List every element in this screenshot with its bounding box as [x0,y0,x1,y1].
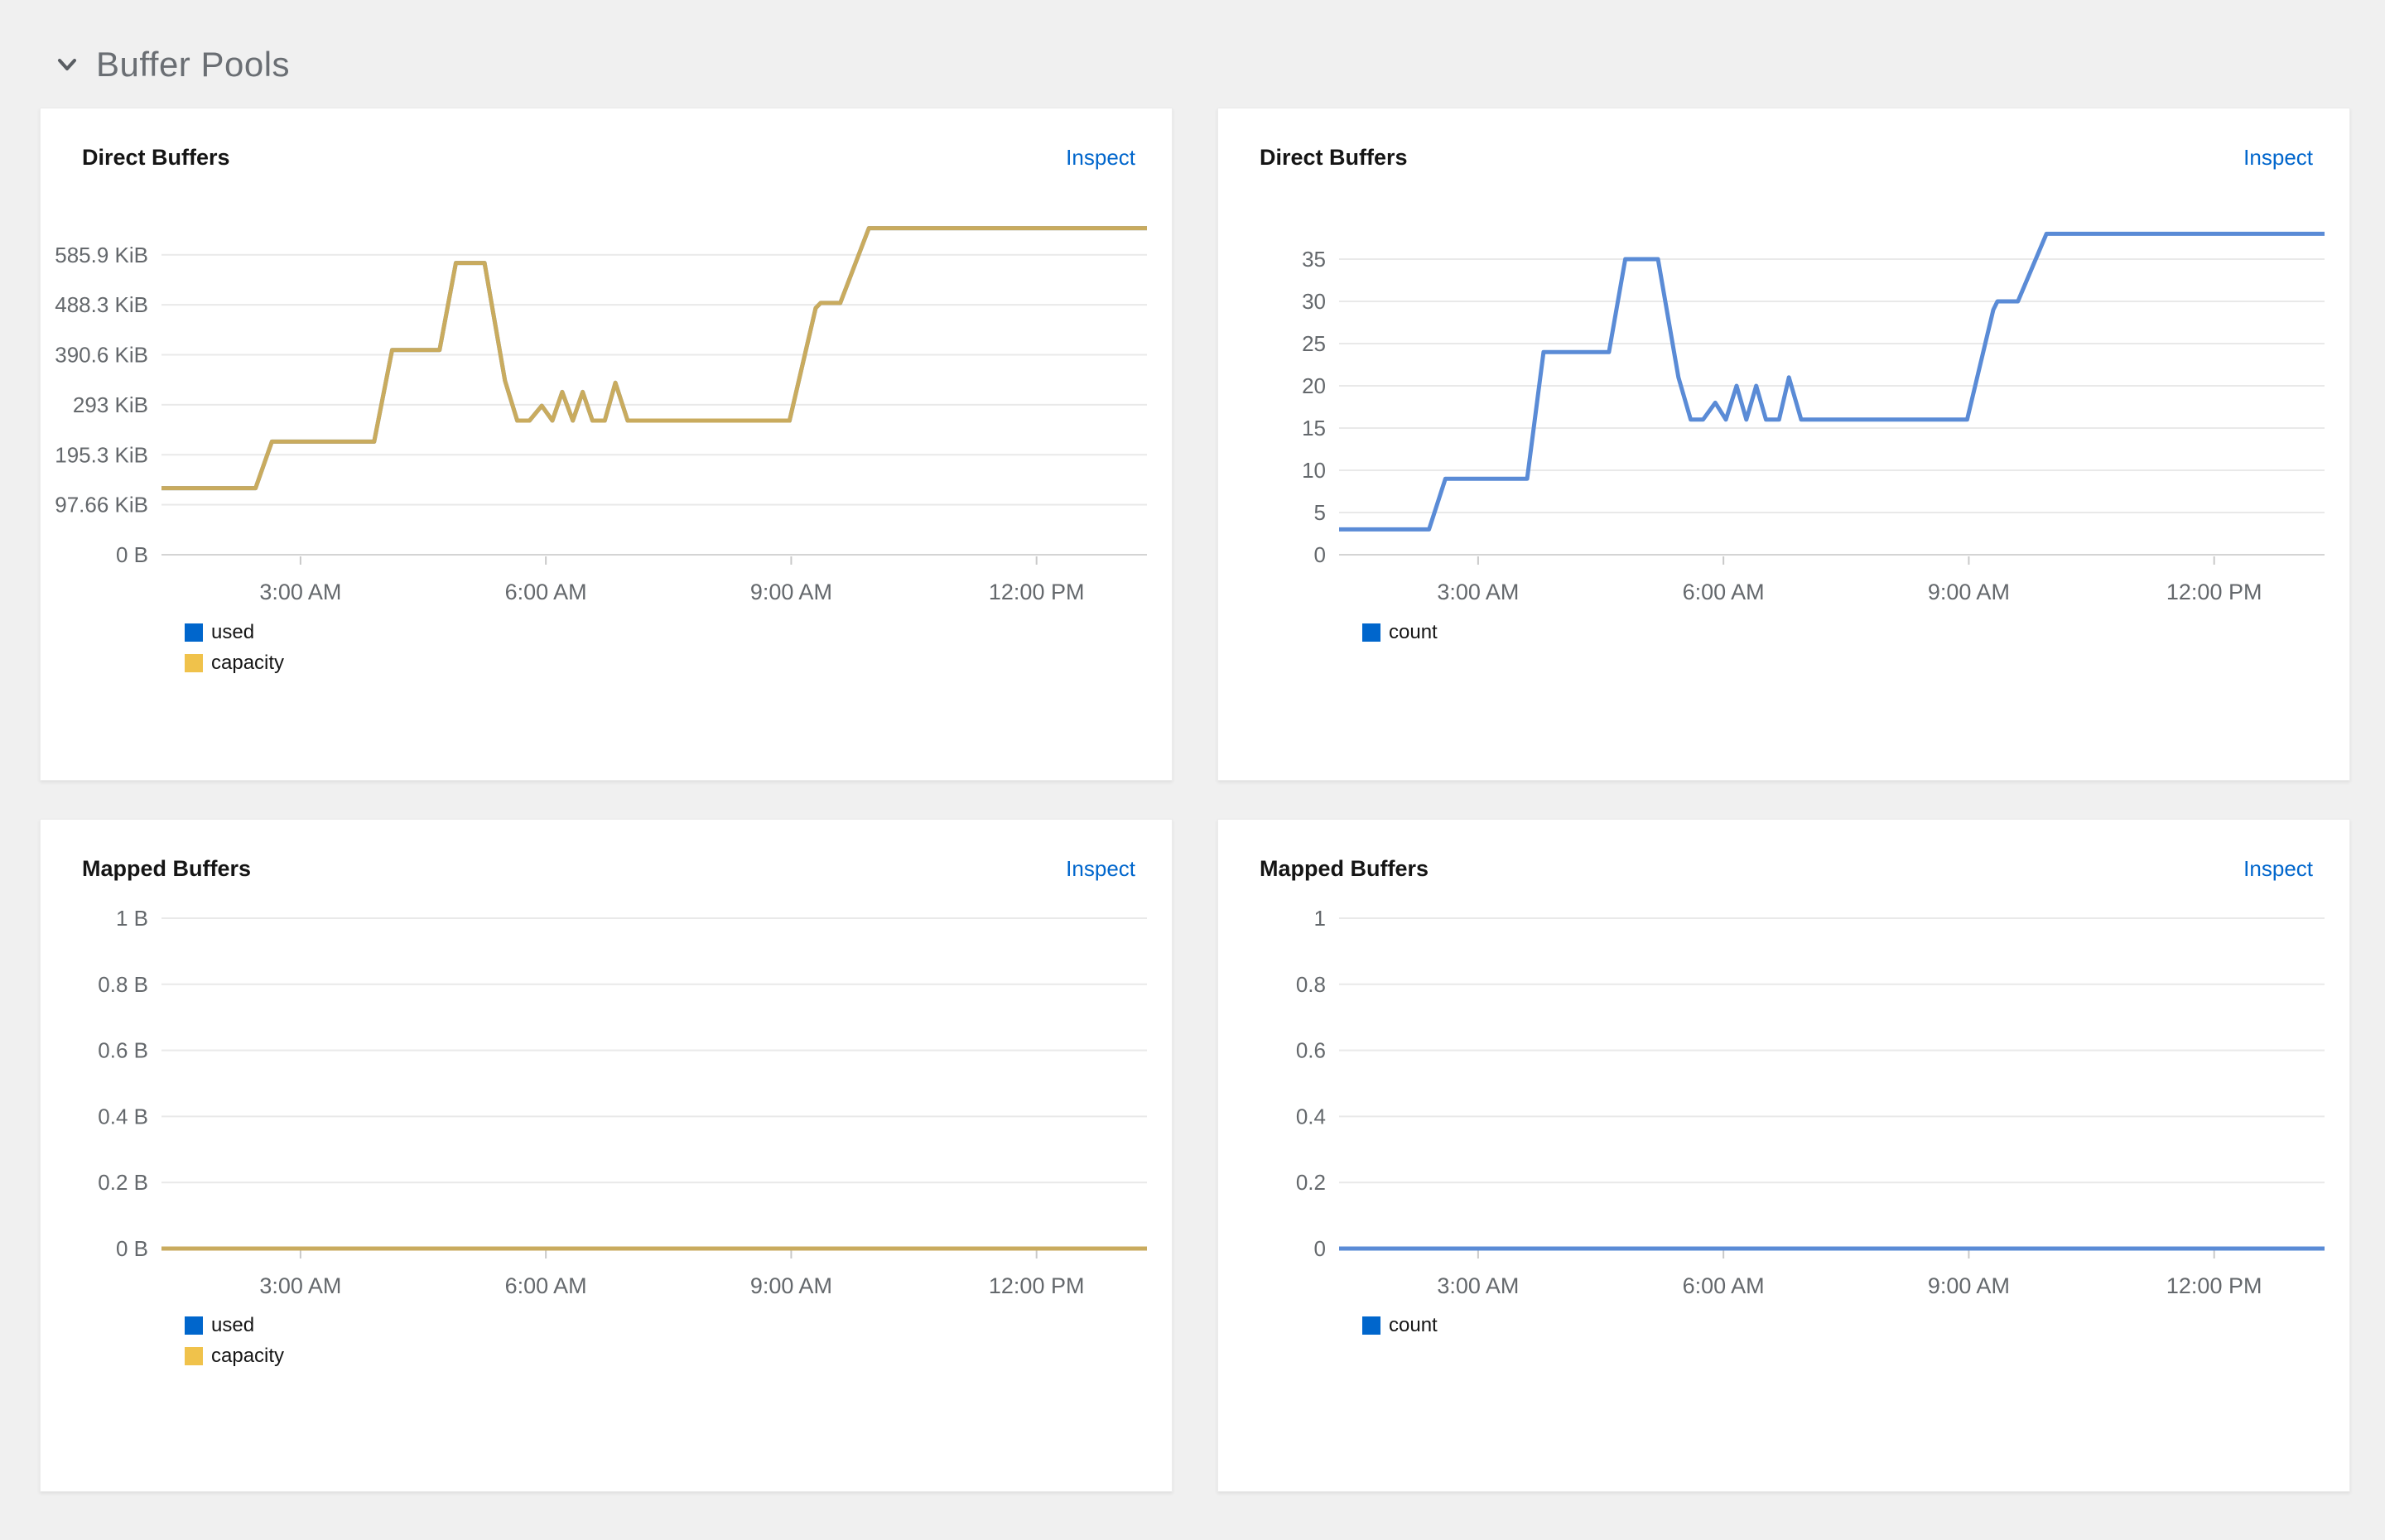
card-title: Direct Buffers [82,145,230,170]
svg-text:0.4 B: 0.4 B [98,1104,148,1129]
mapped-buffers-memory-chart: 1 B 0.8 B 0.6 B 0.4 B 0.2 B 0 B 3:00 AM 6:00 AM… [54,893,1159,1307]
section-title: Buffer Pools [96,45,291,84]
chart-legend: count [1362,621,2336,644]
svg-text:1: 1 [1314,906,1326,931]
svg-text:30: 30 [1302,289,1326,314]
svg-text:6:00 AM: 6:00 AM [1683,580,1765,604]
legend-label: used [211,1314,255,1336]
svg-text:97.66 KiB: 97.66 KiB [55,493,148,517]
direct-buffers-memory-chart: 585.9 KiB 488.3 KiB 390.6 KiB 293 KiB 195.3 … [54,182,1159,614]
chevron-down-icon[interactable] [55,52,80,77]
card-direct-buffers-memory: Direct Buffers Inspect 585.9 KiB 488.3 Ki… [40,108,1173,781]
legend-label: used [211,621,255,643]
svg-text:9:00 AM: 9:00 AM [750,580,832,604]
card-title: Mapped Buffers [1260,856,1429,881]
direct-buffers-count-chart: 35 30 25 20 15 10 5 0 3:00 AM 6:00 AM 9:00 AM 12:00… [1231,182,2336,614]
svg-text:10: 10 [1302,458,1326,483]
svg-text:293 KiB: 293 KiB [73,392,148,417]
svg-text:1 B: 1 B [116,906,148,931]
svg-text:9:00 AM: 9:00 AM [1928,1273,2010,1298]
used-series-swatch [185,1316,203,1335]
svg-text:0.2: 0.2 [1296,1170,1326,1195]
svg-text:488.3 KiB: 488.3 KiB [55,292,148,317]
svg-text:0.4: 0.4 [1296,1104,1326,1129]
svg-text:6:00 AM: 6:00 AM [505,580,587,604]
chart-legend: used capacity [185,621,1159,675]
chart-legend: count [1362,1314,2336,1337]
mapped-buffers-count-chart: 1 0.8 0.6 0.4 0.2 0 3:00 AM 6:00 AM 9:00 AM 12:00… [1231,893,2336,1307]
legend-label: count [1389,1314,1438,1336]
svg-text:20: 20 [1302,373,1326,398]
svg-text:12:00 PM: 12:00 PM [989,1273,1085,1298]
inspect-link[interactable]: Inspect [1066,145,1135,170]
svg-text:3:00 AM: 3:00 AM [259,580,341,604]
svg-text:0.6 B: 0.6 B [98,1038,148,1063]
legend-item-count: count [1362,1314,2336,1337]
count-series-swatch [1362,623,1380,642]
capacity-series-swatch [185,1347,203,1365]
card-title: Direct Buffers [1260,145,1408,170]
svg-text:9:00 AM: 9:00 AM [1928,580,2010,604]
svg-text:15: 15 [1302,416,1326,440]
svg-text:12:00 PM: 12:00 PM [2166,580,2262,604]
svg-text:3:00 AM: 3:00 AM [1437,580,1519,604]
svg-text:195.3 KiB: 195.3 KiB [55,442,148,467]
svg-text:12:00 PM: 12:00 PM [2166,1273,2262,1298]
legend-label: count [1389,621,1438,643]
svg-text:35: 35 [1302,247,1326,272]
card-direct-buffers-count: Direct Buffers Inspect 35 30 25 20 15 10 5 0 3:0… [1217,108,2350,781]
svg-text:25: 25 [1302,331,1326,356]
svg-text:0: 0 [1314,1236,1326,1261]
svg-text:6:00 AM: 6:00 AM [1683,1273,1765,1298]
svg-text:0: 0 [1314,542,1326,567]
legend-item-count: count [1362,621,2336,644]
legend-label: capacity [211,1345,285,1367]
count-series-swatch [1362,1316,1380,1335]
legend-label: capacity [211,652,285,674]
svg-text:0.6: 0.6 [1296,1038,1326,1063]
svg-text:390.6 KiB: 390.6 KiB [55,343,148,368]
chart-legend: used capacity [185,1314,1159,1368]
svg-text:0.2 B: 0.2 B [98,1170,148,1195]
svg-text:6:00 AM: 6:00 AM [505,1273,587,1298]
legend-item-used: used [185,621,1159,644]
legend-item-capacity: capacity [185,652,1159,675]
svg-text:585.9 KiB: 585.9 KiB [55,243,148,267]
inspect-link[interactable]: Inspect [2243,145,2313,170]
used-series-swatch [185,623,203,642]
svg-text:3:00 AM: 3:00 AM [1437,1273,1519,1298]
buffer-pools-section-toggle[interactable]: Buffer Pools [0,0,2385,84]
svg-text:0.8 B: 0.8 B [98,972,148,997]
svg-text:0.8: 0.8 [1296,972,1326,997]
svg-text:5: 5 [1314,500,1326,525]
svg-text:0 B: 0 B [116,1236,148,1261]
capacity-series-swatch [185,654,203,672]
card-mapped-buffers-memory: Mapped Buffers Inspect 1 B 0.8 B 0.6 B 0.4 … [40,819,1173,1492]
buffer-pools-grid: Direct Buffers Inspect 585.9 KiB 488.3 Ki… [40,108,2350,1492]
card-title: Mapped Buffers [82,856,252,881]
svg-text:12:00 PM: 12:00 PM [989,580,1085,604]
card-mapped-buffers-count: Mapped Buffers Inspect 1 0.8 0.6 0.4 0.2 0 3:0… [1217,819,2350,1492]
legend-item-used: used [185,1314,1159,1337]
legend-item-capacity: capacity [185,1345,1159,1368]
svg-text:3:00 AM: 3:00 AM [259,1273,341,1298]
inspect-link[interactable]: Inspect [1066,856,1135,881]
inspect-link[interactable]: Inspect [2243,856,2313,881]
svg-text:9:00 AM: 9:00 AM [750,1273,832,1298]
svg-text:0 B: 0 B [116,542,148,567]
